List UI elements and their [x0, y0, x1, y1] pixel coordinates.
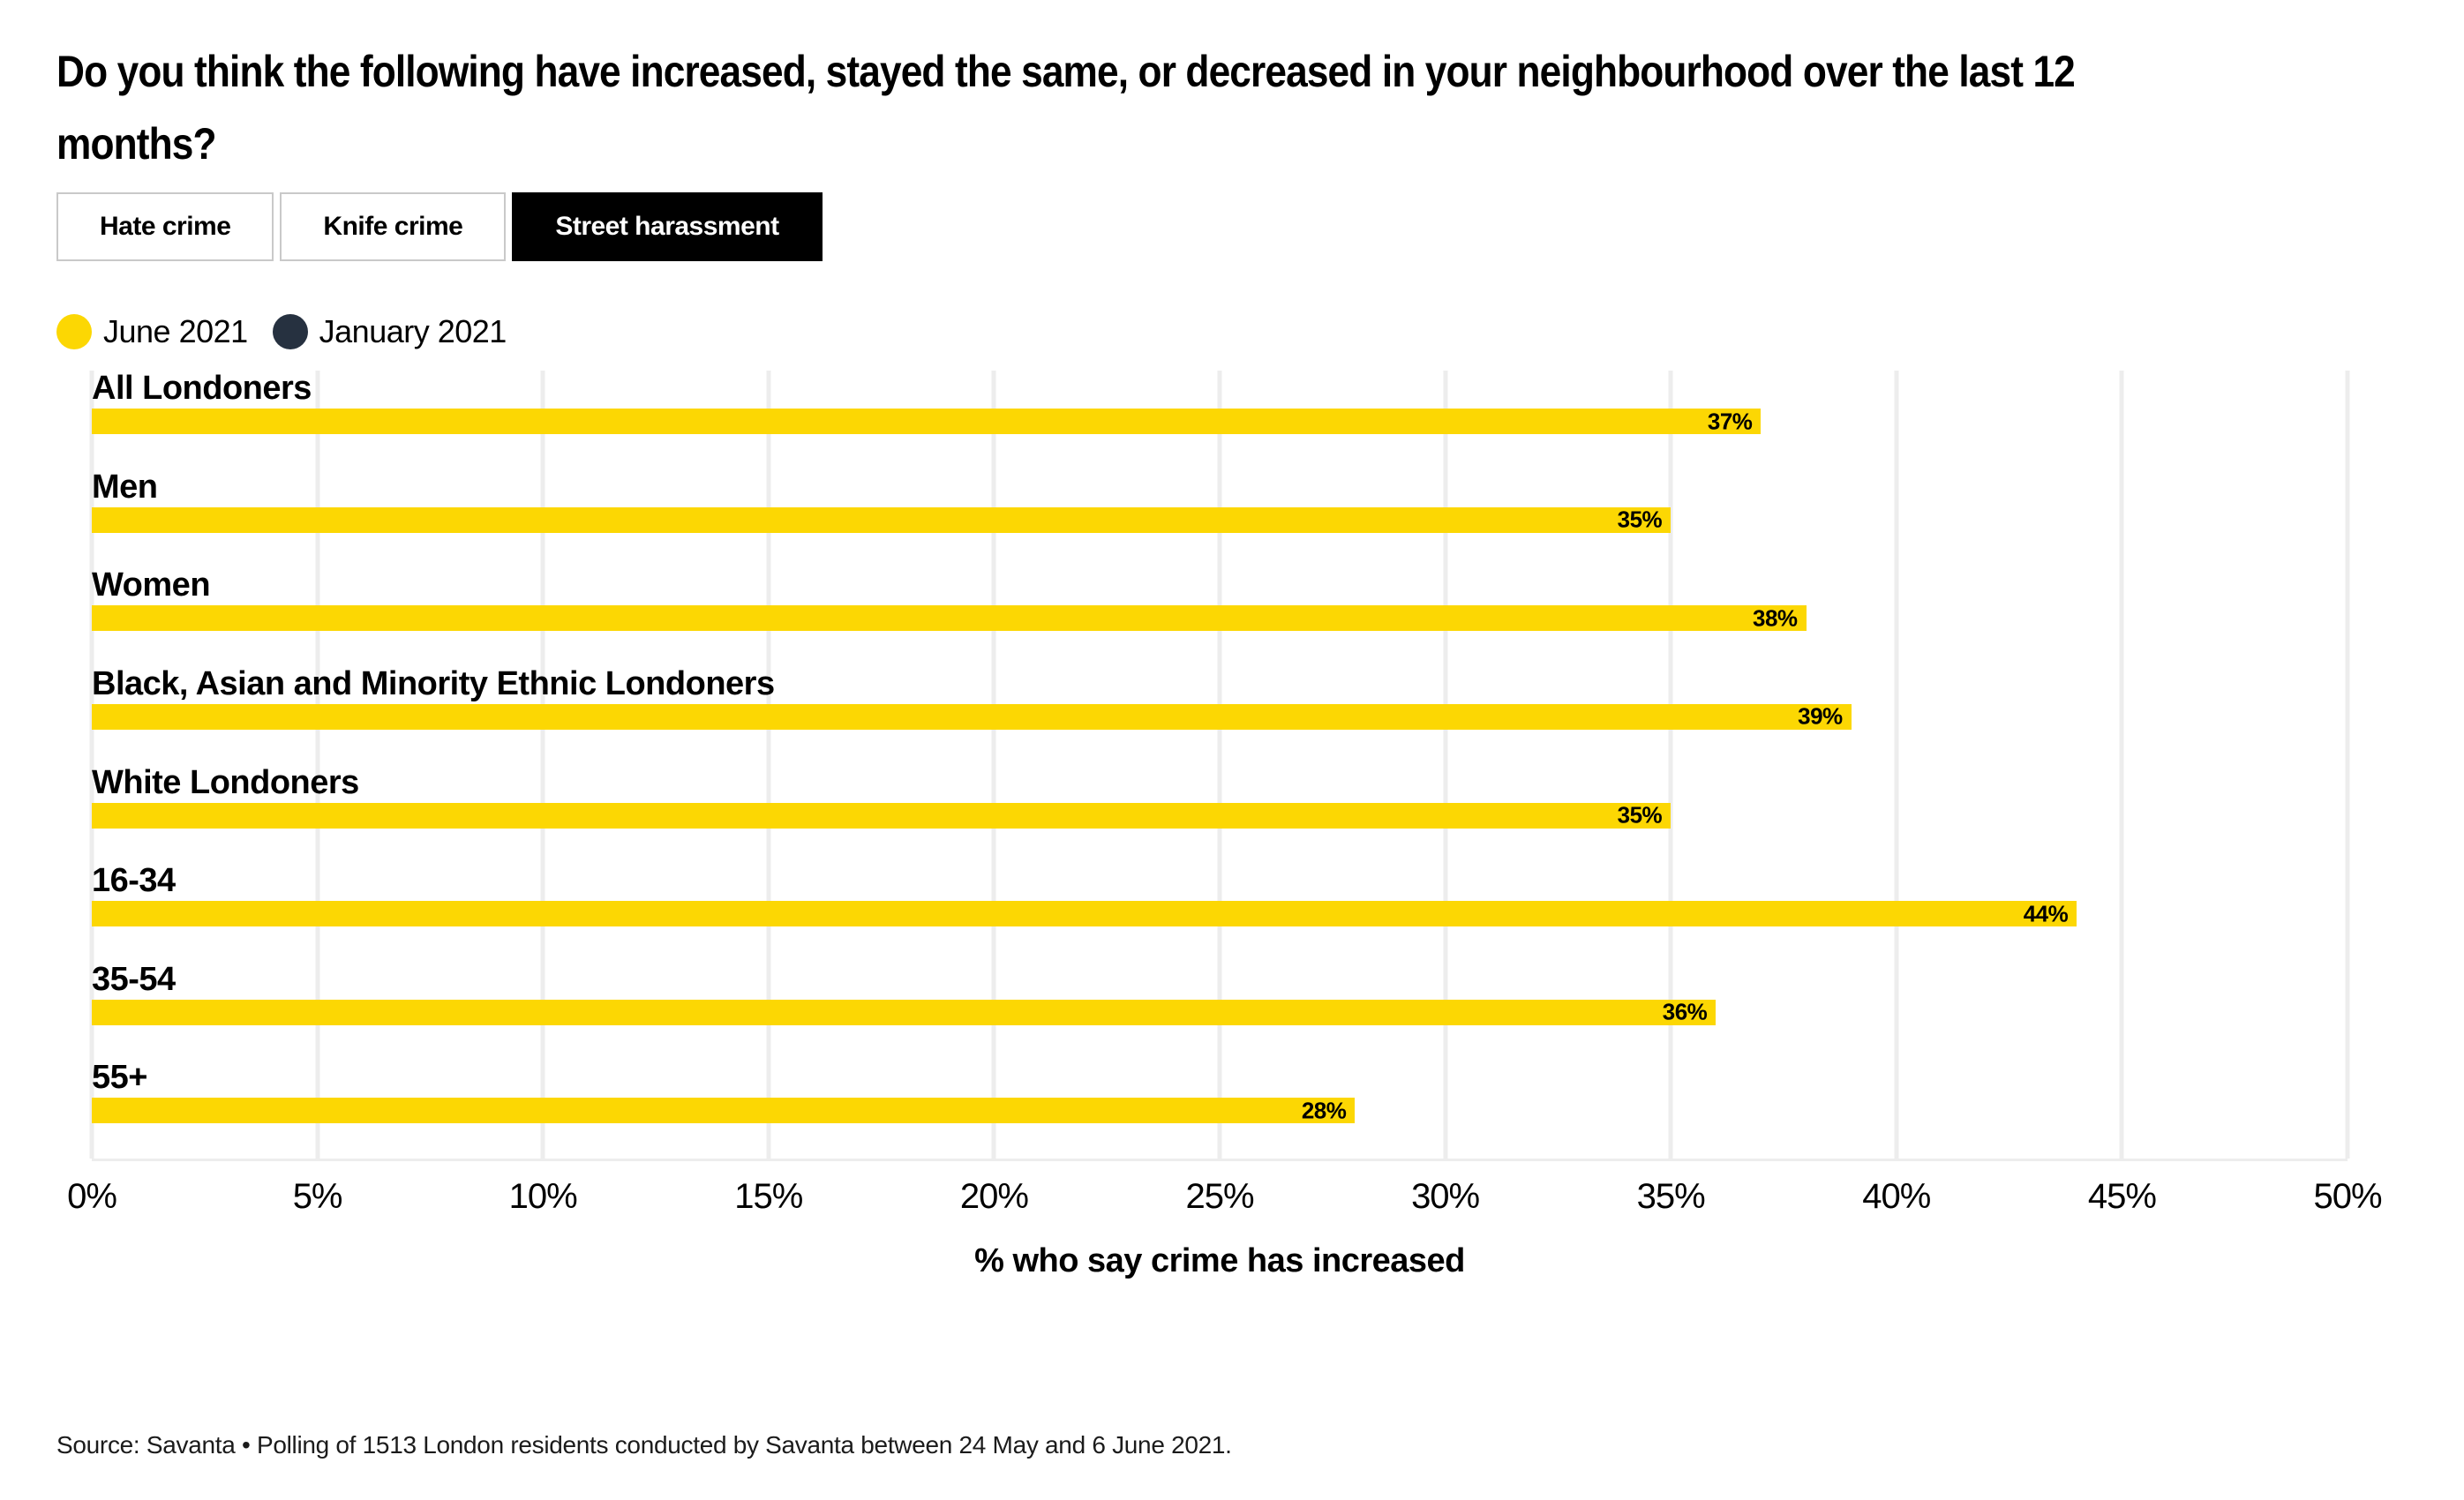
bar-row: 16-34 44%: [92, 863, 2348, 962]
legend-item-january-2021[interactable]: January 2021: [272, 313, 507, 350]
gridline: [2119, 371, 2124, 1159]
x-tick-label: 10%: [508, 1177, 578, 1216]
x-tick-label: 25%: [1185, 1177, 1254, 1216]
chart-title: Do you think the following have increase…: [56, 47, 2076, 169]
bar-value-label: 37%: [1707, 408, 1753, 434]
bar-row: White Londoners 35%: [92, 765, 2348, 864]
bar-june-2021[interactable]: 35%: [92, 801, 1671, 829]
bar-value-label: 28%: [1301, 1097, 1347, 1124]
x-tick-label: 40%: [1862, 1177, 1931, 1216]
tab-bar: Hate crime Knife crime Street harassment: [56, 192, 823, 261]
legend-item-june-2021[interactable]: June 2021: [56, 313, 248, 350]
gridline: [766, 371, 771, 1159]
bar-row: Women 38%: [92, 567, 2348, 666]
bar-row: Black, Asian and Minority Ethnic Londone…: [92, 666, 2348, 765]
x-tick-label: 35%: [1636, 1177, 1706, 1216]
tab-knife-crime[interactable]: Knife crime: [280, 192, 507, 261]
bar-value-label: 38%: [1753, 604, 1798, 632]
bar-june-2021[interactable]: 28%: [92, 1097, 1356, 1124]
bar-rows: All Londoners 37% Men 35% Women 38% Black, Asi…: [92, 371, 2348, 1159]
x-tick-label: 20%: [959, 1177, 1029, 1216]
gridline: [991, 371, 996, 1159]
category-label: Men: [92, 468, 158, 506]
x-tick-label: 50%: [2313, 1177, 2382, 1216]
bar-june-2021[interactable]: 35%: [92, 506, 1671, 533]
tab-hate-crime[interactable]: Hate crime: [56, 192, 274, 261]
gridline: [1443, 371, 1448, 1159]
bar-june-2021[interactable]: 37%: [92, 408, 1762, 434]
gridline: [89, 371, 94, 1159]
tab-street-harassment[interactable]: Street harassment: [512, 192, 823, 261]
bar-row: 55+ 28%: [92, 1060, 2348, 1159]
plot-area: All Londoners 37% Men 35% Women 38% Black, Asi…: [89, 371, 2350, 1161]
bar-june-2021[interactable]: 44%: [92, 900, 2077, 927]
legend-label: June 2021: [103, 313, 248, 349]
gridline: [540, 371, 545, 1159]
bar-row: Men 35%: [92, 469, 2348, 568]
gridline: [315, 371, 320, 1159]
x-tick-label: 15%: [734, 1177, 803, 1216]
x-tick-label: 45%: [2087, 1177, 2157, 1216]
source-note: Source: Savanta • Polling of 1513 London…: [56, 1431, 1232, 1459]
category-label: All Londoners: [92, 370, 312, 407]
gridline: [1894, 371, 1899, 1159]
category-label: Women: [92, 566, 211, 604]
bar-value-label: 36%: [1662, 998, 1708, 1025]
bar-june-2021[interactable]: 36%: [92, 998, 1717, 1025]
category-label: Black, Asian and Minority Ethnic Londone…: [92, 664, 775, 702]
x-axis-ticks: 0% 5% 10% 15% 20% 25% 30% 35% 40% 45% 50%: [67, 1177, 2382, 1219]
bar-value-label: 44%: [2023, 900, 2069, 927]
x-tick-label: 5%: [292, 1177, 343, 1216]
legend: June 2021 January 2021: [56, 311, 507, 353]
x-tick-label: 0%: [67, 1177, 117, 1216]
bar-value-label: 35%: [1617, 506, 1663, 533]
legend-label: January 2021: [319, 313, 507, 349]
bar-june-2021[interactable]: 39%: [92, 702, 1852, 730]
gridline: [2345, 371, 2350, 1159]
category-label: 55+: [92, 1059, 147, 1097]
category-label: White Londoners: [92, 763, 359, 801]
category-label: 35-54: [92, 960, 176, 998]
bar-row: All Londoners 37%: [92, 371, 2348, 469]
bar-row: 35-54 36%: [92, 962, 2348, 1061]
legend-dot-icon: [56, 314, 92, 349]
bar-value-label: 35%: [1617, 801, 1663, 829]
gridline: [1668, 371, 1673, 1159]
gridline: [1217, 371, 1222, 1159]
x-tick-label: 30%: [1411, 1177, 1480, 1216]
x-axis-title: % who say crime has increased: [974, 1242, 1465, 1279]
legend-dot-icon: [272, 314, 308, 349]
bar-june-2021[interactable]: 38%: [92, 604, 1807, 632]
category-label: 16-34: [92, 862, 176, 900]
bar-value-label: 39%: [1798, 702, 1843, 730]
